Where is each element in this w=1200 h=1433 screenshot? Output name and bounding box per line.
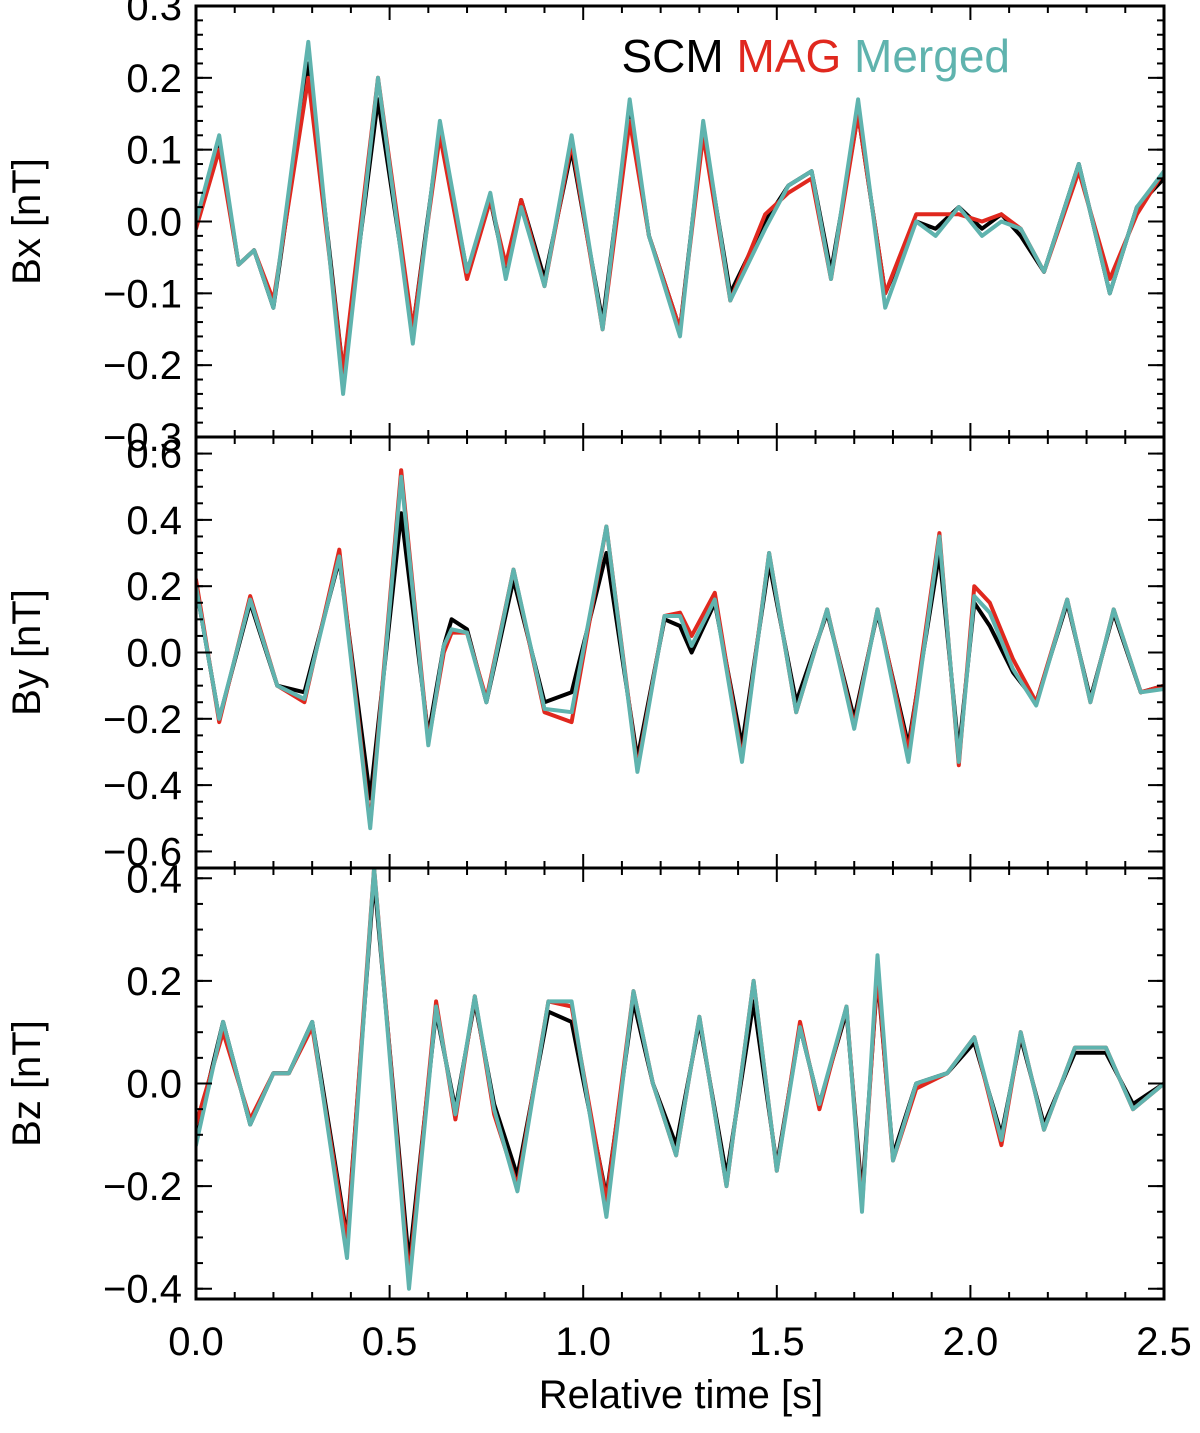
bz-panel: 0.4 0.2 0.0 −0.2 −0.4 Bz [nT] 0.0 0.5 1.0 1.5 2.0 2… [5,857,1192,1364]
bx-y-tick-label: 0.3 [126,0,182,29]
x-tick-label: 2.0 [943,1320,999,1364]
bx-y-tick-label: 0.2 [126,57,182,101]
legend-mag: MAG [724,30,842,82]
bz-y-tick-label: 0.4 [126,857,182,901]
bz-y-tick-label: −0.4 [103,1268,182,1312]
x-tick-label: 0.0 [168,1320,224,1364]
bz-y-tick-label: 0.0 [126,1063,182,1107]
by-y-tick-label: −0.4 [103,764,182,808]
by-series-mag [196,468,1164,827]
x-tick-label: 0.5 [362,1320,418,1364]
bz-series-merged [196,868,1164,1291]
legend-merged: Merged [841,30,1010,82]
by-y-tick-label: 0.4 [126,499,182,543]
bx-panel: 0.3 0.2 0.1 0.0 −0.1 −0.2 −0.3 Bx [nT] SCM MAG M… [5,0,1166,460]
x-axis-label: Relative time [s] [539,1373,824,1417]
bx-y-tick-label: 0.0 [126,201,182,245]
by-panel: 0.6 0.4 0.2 0.0 −0.2 −0.4 −0.6 By [nT] [5,433,1166,874]
by-y-axis-label: By [nT] [5,589,49,716]
x-tick-label: 1.5 [749,1320,805,1364]
by-y-tick-label: −0.6 [103,830,182,874]
bx-series-merged [196,39,1164,396]
bx-y-tick-label: −0.3 [103,416,182,460]
bx-y-axis-label: Bx [nT] [5,158,49,285]
x-tick-label: 2.5 [1136,1320,1192,1364]
legend-scm: SCM [621,30,723,82]
bx-y-tick-label: −0.1 [103,272,182,316]
by-y-tick-label: 0.2 [126,565,182,609]
x-tick-label: 1.0 [555,1320,611,1364]
bx-y-tick-label: 0.1 [126,129,182,173]
bz-frame [194,866,1166,1301]
legend: SCM MAG Merged [621,30,1010,82]
by-frame [194,435,1166,870]
by-series-merged [196,474,1164,831]
bz-y-axis-label: Bz [nT] [5,1020,49,1147]
by-y-tick-label: −0.2 [103,698,182,742]
by-y-tick-label: 0.6 [126,433,182,477]
bz-y-tick-label: −0.2 [103,1165,182,1209]
bx-y-tick-label: −0.2 [103,344,182,388]
by-y-tick-label: 0.0 [126,632,182,676]
bz-y-tick-label: 0.2 [126,960,182,1004]
